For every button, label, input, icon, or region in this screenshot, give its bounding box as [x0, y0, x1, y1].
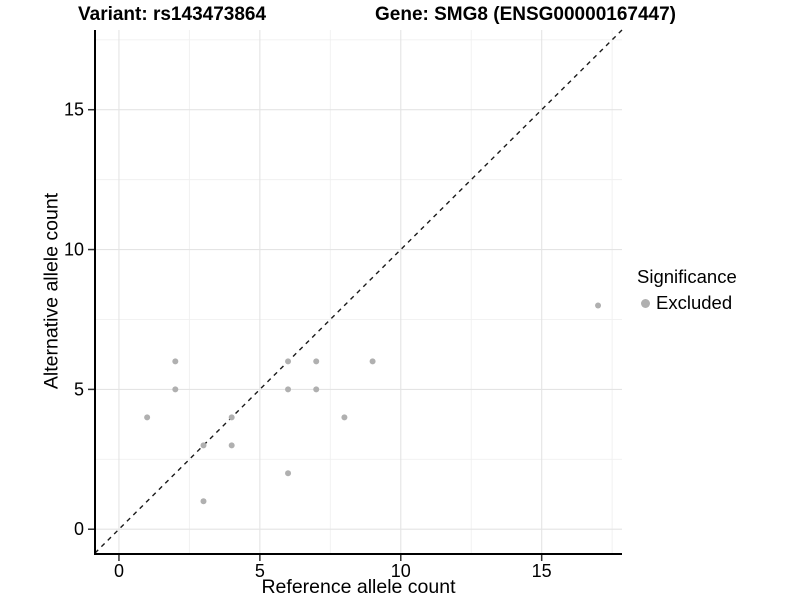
data-point: [200, 498, 207, 505]
data-point: [228, 442, 235, 449]
legend-item-excluded: Excluded: [637, 292, 737, 314]
data-point: [172, 386, 179, 393]
data-point: [369, 358, 376, 365]
x-axis-title: Reference allele count: [261, 576, 456, 598]
data-point: [595, 302, 602, 309]
data-point: [172, 358, 179, 365]
x-tick-label: 0: [114, 561, 124, 581]
x-tick-label: 10: [391, 561, 411, 581]
variant-title: Variant: rs143473864: [78, 4, 267, 25]
legend-title: Significance: [637, 266, 737, 287]
x-tick-label: 15: [532, 561, 552, 581]
y-tick-label: 5: [74, 379, 84, 399]
y-axis-title: Alternative allele count: [40, 192, 63, 390]
data-point: [285, 470, 292, 477]
data-point: [313, 386, 320, 393]
data-point: [228, 414, 235, 421]
data-point: [285, 386, 292, 393]
y-tick-label: 10: [64, 240, 84, 260]
data-point: [144, 414, 151, 421]
legend: Significance Excluded: [637, 266, 737, 314]
y-tick-label: 0: [74, 519, 84, 539]
gene-title: Gene: SMG8 (ENSG00000167447): [375, 4, 676, 25]
y-tick-label: 15: [64, 100, 84, 120]
data-point: [200, 442, 207, 449]
data-point: [285, 358, 292, 365]
identity-line: [94, 29, 623, 554]
legend-point-icon: [641, 298, 650, 308]
data-point: [313, 358, 320, 365]
legend-item-label: Excluded: [656, 292, 733, 313]
x-tick-label: 5: [255, 561, 265, 581]
data-point: [341, 414, 348, 421]
